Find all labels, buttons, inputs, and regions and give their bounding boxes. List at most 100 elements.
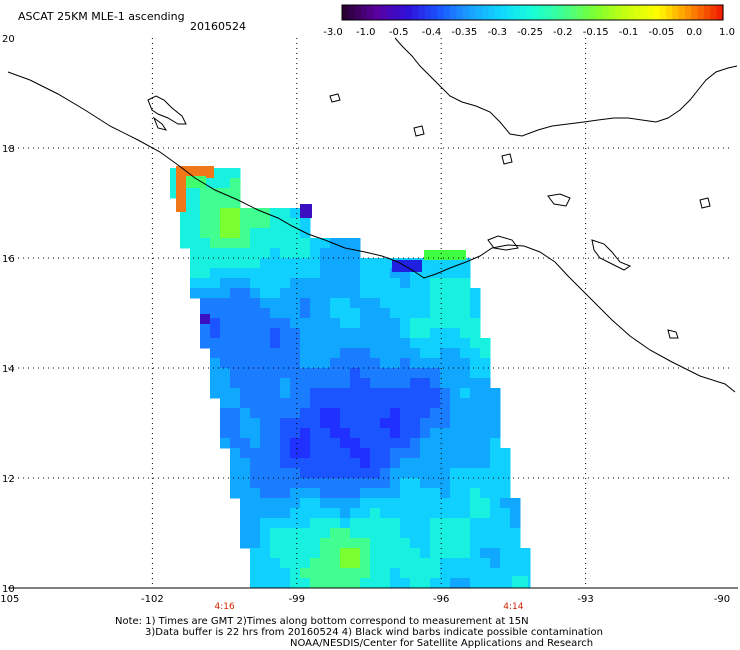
- swath-cell: [340, 408, 351, 419]
- colorbar-swatch: [640, 5, 648, 20]
- swath-cell: [440, 368, 451, 379]
- swath-cell: [420, 508, 431, 519]
- swath-cell: [420, 468, 431, 479]
- swath-cell: [410, 398, 421, 409]
- swath-cell: [410, 318, 421, 329]
- swath-cell: [390, 478, 401, 489]
- swath-cell: [300, 408, 311, 419]
- swath-cell: [390, 468, 401, 479]
- colorbar-swatch: [405, 5, 413, 20]
- swath-cell: [360, 398, 371, 409]
- swath-cell: [440, 448, 451, 459]
- latitude-label: 10: [2, 584, 15, 595]
- swath-cell: [450, 548, 461, 559]
- swath-cell: [470, 328, 481, 339]
- swath-cell: [220, 248, 231, 259]
- swath-cell: [470, 408, 481, 419]
- swath-cell: [390, 458, 401, 469]
- colorbar-swatch: [557, 5, 565, 20]
- swath-cell: [270, 378, 281, 389]
- swath-cell: [370, 418, 381, 429]
- swath-cell: [220, 238, 231, 249]
- swath-cell: [250, 468, 261, 479]
- swath-cell: [220, 268, 231, 279]
- swath-cell: [350, 298, 361, 309]
- swath-cell: [310, 448, 321, 459]
- swath-cell: [280, 348, 291, 359]
- swath-cell: [470, 478, 481, 489]
- swath-cell: [290, 298, 301, 309]
- swath-cell: [460, 468, 471, 479]
- swath-cell: [190, 288, 201, 299]
- swath-cell: [240, 378, 251, 389]
- swath-cell: [490, 538, 501, 549]
- swath-cell: [310, 358, 321, 369]
- swath-cell: [470, 348, 481, 359]
- swath-cell: [480, 558, 491, 569]
- swath-cell: [300, 258, 311, 269]
- swath-cell: [190, 188, 201, 199]
- swath-cell: [250, 538, 261, 549]
- swath-cell: [460, 398, 471, 409]
- swath-cell: [480, 488, 491, 499]
- swath-cell: [410, 278, 421, 289]
- swath-cell: [300, 298, 311, 309]
- swath-cell: [170, 178, 181, 189]
- swath-patch: [424, 250, 466, 260]
- swath-cell: [230, 438, 241, 449]
- swath-cell: [300, 308, 311, 319]
- swath-cell: [230, 338, 241, 349]
- swath-cell: [250, 488, 261, 499]
- swath-cell: [310, 318, 321, 329]
- swath-cell: [380, 308, 391, 319]
- swath-cell: [320, 498, 331, 509]
- swath-cell: [430, 368, 441, 379]
- swath-cell: [460, 378, 471, 389]
- swath-cell: [340, 468, 351, 479]
- swath-cell: [240, 408, 251, 419]
- swath-cell: [270, 408, 281, 419]
- swath-cell: [270, 208, 281, 219]
- swath-cell: [350, 438, 361, 449]
- swath-cell: [350, 248, 361, 259]
- swath-cell: [470, 538, 481, 549]
- swath-cell: [320, 278, 331, 289]
- swath-cell: [470, 298, 481, 309]
- swath-cell: [300, 468, 311, 479]
- swath-cell: [300, 318, 311, 329]
- swath-cell: [190, 228, 201, 239]
- swath-cell: [350, 538, 361, 549]
- swath-cell: [370, 538, 381, 549]
- swath-cell: [360, 578, 371, 589]
- swath-cell: [170, 168, 181, 179]
- colorbar-swatch: [386, 5, 394, 20]
- swath-cell: [220, 428, 231, 439]
- colorbar-swatch: [380, 5, 388, 20]
- swath-cell: [210, 238, 221, 249]
- swath-cell: [360, 268, 371, 279]
- swath-cell: [320, 298, 331, 309]
- colorbar-tick-label: -0.2: [553, 27, 573, 38]
- swath-cell: [400, 348, 411, 359]
- colorbar-swatch: [716, 5, 724, 20]
- swath-cell: [390, 368, 401, 379]
- swath-cell: [350, 368, 361, 379]
- swath-cell: [480, 408, 491, 419]
- swath-cell: [320, 468, 331, 479]
- swath-cell: [300, 238, 311, 249]
- swath-cell: [320, 328, 331, 339]
- swath-cell: [380, 478, 391, 489]
- swath-cell: [350, 548, 361, 559]
- swath-cell: [380, 528, 391, 539]
- swath-cell: [430, 278, 441, 289]
- swath-cell: [250, 258, 261, 269]
- swath-cell: [190, 238, 201, 249]
- swath-cell: [400, 528, 411, 539]
- swath-cell: [240, 208, 251, 219]
- swath-cell: [310, 378, 321, 389]
- swath-cell: [310, 258, 321, 269]
- swath-cell: [410, 388, 421, 399]
- swath-cell: [320, 438, 331, 449]
- swath-cell: [340, 238, 351, 249]
- swath-cell: [240, 538, 251, 549]
